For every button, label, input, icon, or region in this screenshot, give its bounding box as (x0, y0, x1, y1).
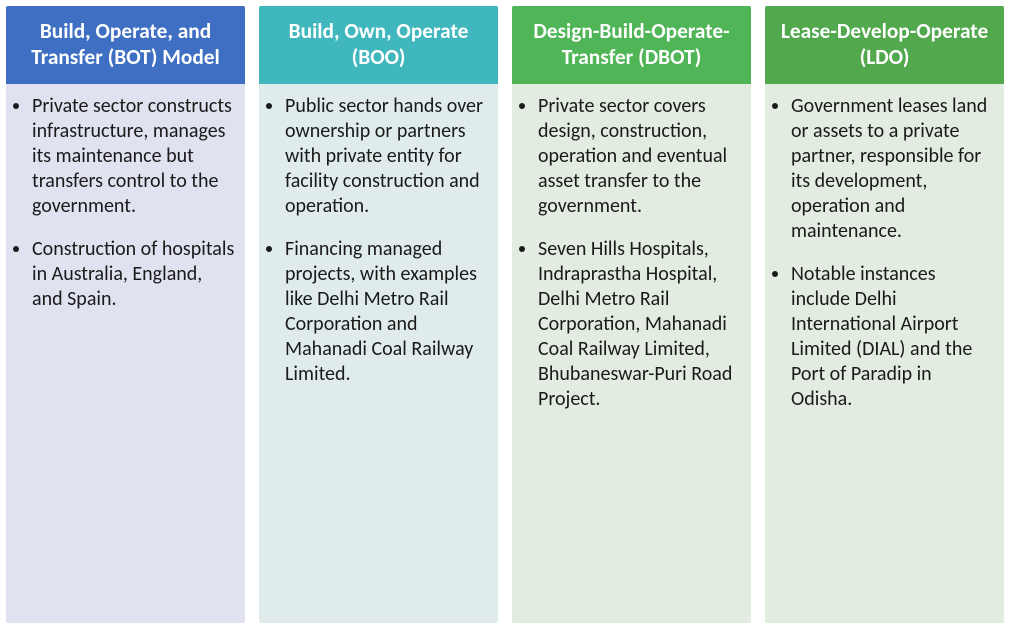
columns-wrap: Build, Operate, and Transfer (BOT) Model… (0, 0, 1010, 629)
column-body-bot: Private sector constructs infrastructure… (6, 84, 245, 623)
column-body-ldo: Government leases land or assets to a pr… (765, 84, 1004, 623)
column-body-dbot: Private sector covers design, constructi… (512, 84, 751, 623)
column-dbot: Design-Build-Operate-Transfer (DBOT) Priv… (512, 6, 751, 623)
column-header-boo: Build, Own, Operate (BOO) (259, 6, 498, 84)
bullet-item: Government leases land or assets to a pr… (791, 94, 996, 244)
column-boo: Build, Own, Operate (BOO) Public sector h… (259, 6, 498, 623)
column-header-dbot: Design-Build-Operate-Transfer (DBOT) (512, 6, 751, 84)
column-header-ldo: Lease-Develop-Operate (LDO) (765, 6, 1004, 84)
bullet-item: Financing managed projects, with example… (285, 237, 490, 387)
bullet-item: Private sector constructs infrastructure… (32, 94, 237, 219)
bullet-list: Private sector covers design, constructi… (520, 94, 743, 412)
column-body-boo: Public sector hands over ownership or pa… (259, 84, 498, 623)
bullet-item: Seven Hills Hospitals, Indraprastha Hosp… (538, 237, 743, 412)
bullet-item: Private sector covers design, constructi… (538, 94, 743, 219)
bullet-list: Public sector hands over ownership or pa… (267, 94, 490, 387)
bullet-item: Public sector hands over ownership or pa… (285, 94, 490, 219)
bullet-item: Notable instances include Delhi Internat… (791, 262, 996, 412)
column-bot: Build, Operate, and Transfer (BOT) Model… (6, 6, 245, 623)
bullet-list: Government leases land or assets to a pr… (773, 94, 996, 412)
column-header-bot: Build, Operate, and Transfer (BOT) Model (6, 6, 245, 84)
bullet-item: Construction of hospitals in Australia, … (32, 237, 237, 312)
column-ldo: Lease-Develop-Operate (LDO) Government le… (765, 6, 1004, 623)
bullet-list: Private sector constructs infrastructure… (14, 94, 237, 312)
